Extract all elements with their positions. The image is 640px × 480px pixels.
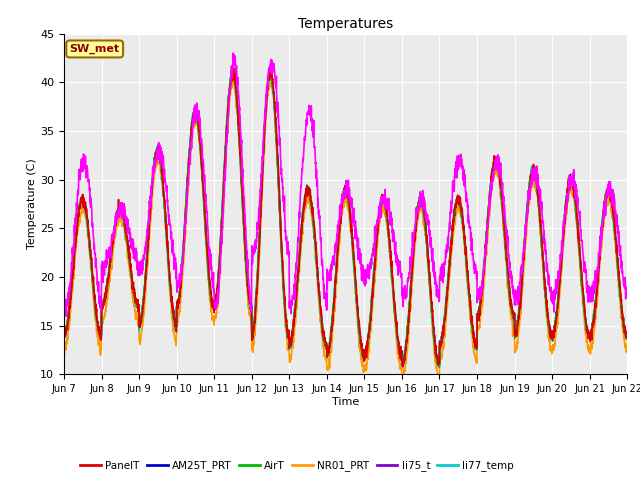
li77_temp	[60, 334, 68, 339]
NR01_PRT	[362, 360, 370, 366]
sonicT	[60, 303, 68, 309]
li75_t	[589, 315, 597, 321]
NR01_PRT	[60, 346, 68, 351]
AirT	[266, 65, 274, 71]
PanelT	[623, 331, 631, 336]
NR01_PRT	[623, 348, 631, 354]
li77_temp	[623, 335, 631, 341]
li77_temp	[217, 228, 225, 234]
li75_t	[362, 348, 370, 354]
NR01_PRT	[374, 229, 382, 235]
NR01_PRT	[217, 250, 225, 256]
li77_temp	[435, 363, 443, 369]
AirT	[623, 332, 631, 337]
X-axis label: Time: Time	[332, 397, 359, 407]
PanelT	[60, 331, 68, 337]
AirT	[435, 363, 442, 369]
PanelT	[362, 347, 370, 352]
NR01_PRT	[399, 379, 406, 384]
AirT	[510, 312, 518, 318]
Line: li77_temp: li77_temp	[64, 69, 627, 366]
NR01_PRT	[510, 328, 518, 334]
Line: NR01_PRT: NR01_PRT	[64, 79, 627, 382]
PanelT	[217, 232, 225, 238]
sonicT	[362, 269, 370, 275]
PanelT	[510, 315, 518, 321]
li77_temp	[374, 216, 382, 222]
li75_t	[374, 218, 382, 224]
sonicT	[574, 194, 582, 200]
sonicT	[218, 239, 225, 244]
AM25T_PRT	[374, 215, 382, 221]
li75_t	[266, 66, 274, 72]
PanelT	[574, 222, 582, 228]
li77_temp	[589, 314, 597, 320]
AM25T_PRT	[60, 335, 68, 340]
sonicT	[63, 313, 70, 319]
Text: SW_met: SW_met	[70, 44, 120, 54]
AM25T_PRT	[217, 230, 225, 236]
AM25T_PRT	[623, 333, 631, 339]
Line: li75_t: li75_t	[64, 69, 627, 367]
Title: Temperatures: Temperatures	[298, 17, 393, 31]
li75_t	[574, 228, 582, 234]
Line: AirT: AirT	[64, 68, 627, 366]
AirT	[589, 311, 597, 317]
li77_temp	[267, 66, 275, 72]
AirT	[362, 349, 370, 355]
li75_t	[399, 364, 406, 370]
AM25T_PRT	[589, 317, 597, 323]
li75_t	[510, 315, 518, 321]
NR01_PRT	[589, 333, 597, 339]
AM25T_PRT	[510, 313, 518, 319]
sonicT	[375, 208, 383, 214]
Line: AM25T_PRT: AM25T_PRT	[64, 70, 627, 366]
Line: sonicT: sonicT	[64, 53, 627, 316]
Y-axis label: Temperature (C): Temperature (C)	[28, 158, 37, 250]
AM25T_PRT	[435, 363, 442, 369]
AirT	[574, 229, 582, 235]
li77_temp	[574, 227, 582, 233]
PanelT	[399, 362, 406, 368]
li77_temp	[510, 314, 518, 320]
AirT	[217, 227, 225, 233]
sonicT	[510, 293, 518, 299]
NR01_PRT	[574, 240, 582, 245]
sonicT	[589, 278, 597, 284]
AM25T_PRT	[267, 67, 275, 73]
AirT	[60, 333, 68, 338]
li75_t	[217, 229, 225, 235]
li75_t	[623, 330, 631, 336]
sonicT	[623, 293, 631, 299]
AM25T_PRT	[574, 227, 582, 232]
AirT	[374, 218, 382, 224]
Line: PanelT: PanelT	[64, 68, 627, 365]
li75_t	[60, 329, 68, 335]
NR01_PRT	[230, 76, 237, 82]
PanelT	[589, 317, 597, 323]
li77_temp	[362, 349, 370, 355]
sonicT	[230, 50, 237, 56]
PanelT	[374, 220, 382, 226]
AM25T_PRT	[362, 347, 370, 352]
PanelT	[230, 65, 237, 71]
